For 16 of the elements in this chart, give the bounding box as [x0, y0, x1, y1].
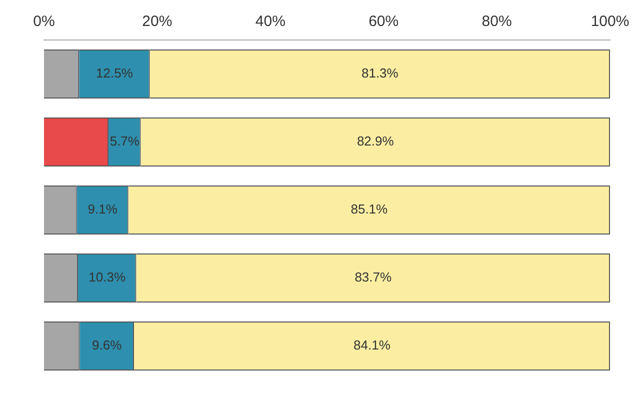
data-label: 9.6% [92, 338, 122, 353]
x-tick-label: 60% [368, 13, 399, 30]
x-tick-label: 100% [590, 13, 630, 30]
data-label: 9.1% [88, 202, 118, 217]
data-label: 81.3% [361, 66, 399, 81]
data-label: 82.9% [356, 134, 394, 149]
data-label: 10.3% [88, 270, 126, 285]
x-tick-label: 40% [255, 13, 286, 30]
x-tick-label: 0% [33, 13, 55, 30]
x-tick-label: 20% [142, 13, 172, 30]
data-label: 84.1% [354, 338, 391, 353]
x-tick-label: 80% [482, 13, 512, 30]
data-label: 5.7% [110, 134, 140, 149]
data-label: 85.1% [350, 202, 388, 217]
data-label: 12.5% [96, 66, 134, 81]
data-label: 83.7% [354, 270, 392, 285]
